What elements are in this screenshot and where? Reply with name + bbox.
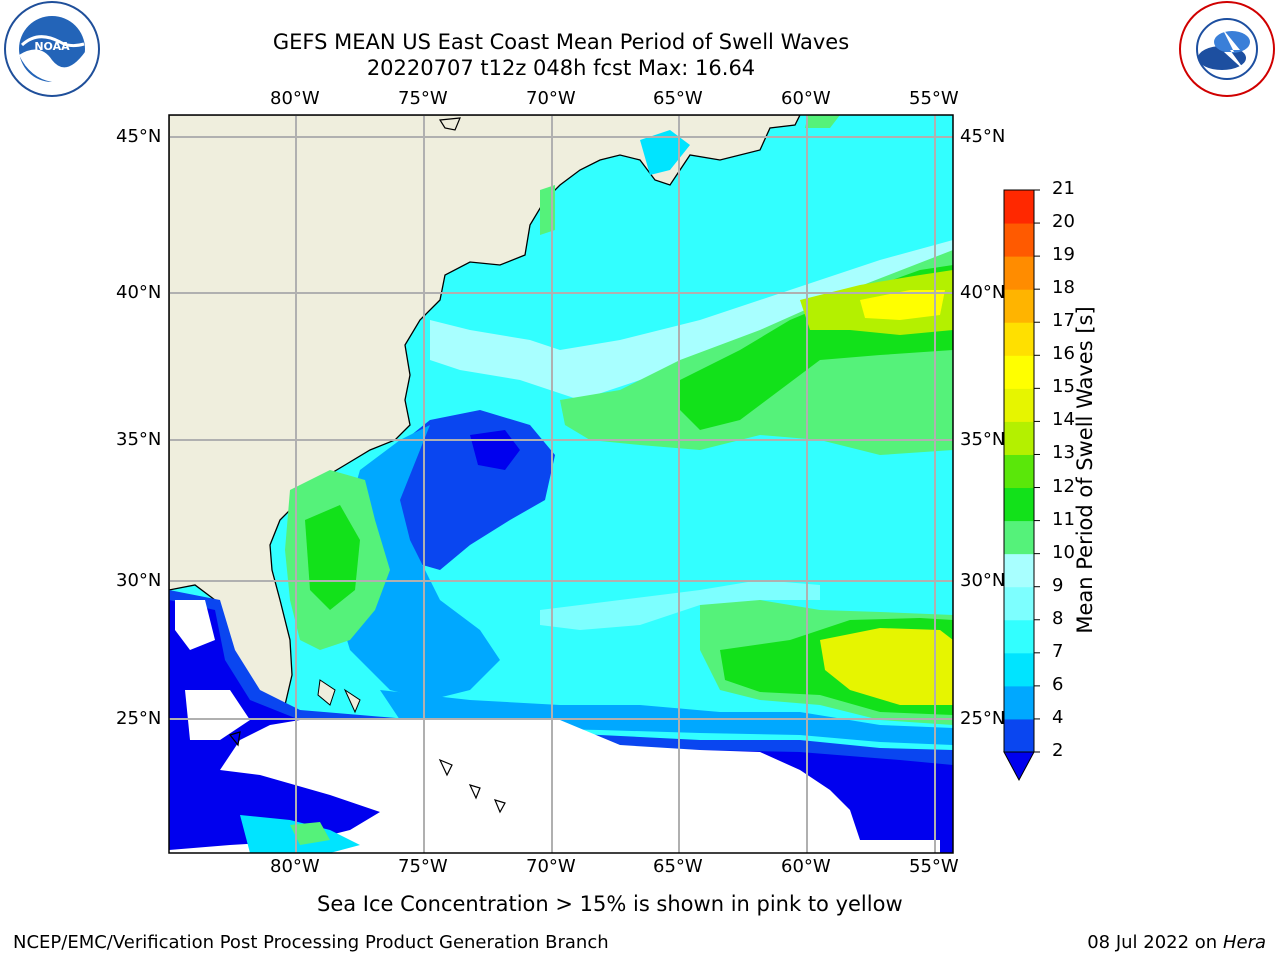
sea-ice-note: Sea Ice Concentration > 15% is shown in … <box>317 892 903 916</box>
noaa-logo-text: NOAA <box>34 40 70 53</box>
lon-tick-top-5: 60°W <box>781 88 831 109</box>
lon-tick-bottom-5: 60°W <box>781 856 831 877</box>
lon-tick-bottom-1: 80°W <box>270 856 320 877</box>
colorbar-segment <box>1004 487 1034 522</box>
lat-tick-left-1: 45°N <box>116 126 162 147</box>
colorbar-tick-label: 18 <box>1052 277 1075 299</box>
field-green-cuba-south <box>290 822 330 845</box>
colorbar-tick-label: 11 <box>1052 508 1075 530</box>
colorbar-title: Mean Period of Swell Waves [s] <box>1073 306 1097 634</box>
graticule <box>169 115 953 853</box>
colorbar-tick-label: 4 <box>1052 706 1064 728</box>
footer-date: 08 Jul 2022 on Hera <box>1087 932 1266 953</box>
colorbar-segment <box>1004 355 1034 389</box>
lon-tick-bottom-2: 75°W <box>398 856 448 877</box>
colorbar-segment <box>1004 256 1034 290</box>
colorbar-tick-label: 12 <box>1052 475 1075 497</box>
colorbar-segment <box>1004 553 1034 588</box>
lon-tick-bottom-4: 65°W <box>653 856 703 877</box>
lon-tick-top-6: 55°W <box>909 88 959 109</box>
lat-tick-right-1: 45°N <box>960 126 1006 147</box>
colorbar-segment <box>1004 685 1034 720</box>
field-cyan-northern-gulf <box>640 130 690 175</box>
colorbar-tick-label: 6 <box>1052 673 1064 695</box>
lat-tick-right-2: 40°N <box>960 282 1006 303</box>
lat-tick-right-3: 35°N <box>960 429 1006 450</box>
colorbar-tick-label: 20 <box>1052 211 1075 233</box>
colorbar-frame <box>1003 189 1035 753</box>
colorbar-segment <box>1004 223 1034 257</box>
lon-tick-top-2: 75°W <box>398 88 448 109</box>
lat-tick-left-5: 25°N <box>116 708 162 729</box>
field-green-florida-inner <box>305 505 360 610</box>
title-line-1: GEFS MEAN US East Coast Mean Period of S… <box>272 30 850 54</box>
lon-tick-top-4: 65°W <box>653 88 703 109</box>
colorbar-tick-label: 15 <box>1052 376 1075 398</box>
colorbar-segment <box>1004 190 1034 224</box>
lon-tick-bottom-3: 70°W <box>526 856 576 877</box>
colorbar-segment <box>1004 421 1034 455</box>
lat-tick-left-2: 40°N <box>116 282 162 303</box>
colorbar-tick-label: 2 <box>1052 740 1064 761</box>
field-blue-southern-band <box>380 690 953 745</box>
lat-tick-right-5: 25°N <box>960 708 1006 729</box>
colorbar-segment <box>1004 388 1034 422</box>
lon-tick-bottom-6: 55°W <box>909 856 959 877</box>
colorbar-extend-arrow <box>1003 751 1035 782</box>
map-frame <box>168 114 954 854</box>
colorbar-tick-label: 13 <box>1052 442 1075 464</box>
lat-tick-left-3: 35°N <box>116 429 162 450</box>
colorbar-segment <box>1004 652 1034 687</box>
colorbar-tick-label: 9 <box>1052 574 1064 596</box>
field-yellow-southeast <box>820 628 953 705</box>
colorbar-segment <box>1004 520 1034 555</box>
no-data-area <box>169 600 940 853</box>
colorbar-segment <box>1004 619 1034 654</box>
colorbar-tick-label: 10 <box>1052 541 1075 563</box>
footer-branch: NCEP/EMC/Verification Post Processing Pr… <box>13 932 609 953</box>
lat-tick-right-4: 30°N <box>960 570 1006 591</box>
colorbar-segment <box>1004 289 1034 323</box>
lon-tick-top-3: 70°W <box>526 88 576 109</box>
field-green-maine-coast <box>540 115 840 235</box>
footer-host: Hera <box>1222 932 1266 953</box>
field-blue-gulfstream-coast <box>335 425 500 700</box>
lat-tick-left-4: 30°N <box>116 570 162 591</box>
colorbar-segment <box>1004 586 1034 621</box>
colorbar-segment <box>1004 454 1034 489</box>
colorbar-segment <box>1004 718 1034 753</box>
colorbar-tick-label: 8 <box>1052 607 1064 629</box>
footer-date-text: 08 Jul 2022 on <box>1087 932 1223 953</box>
colorbar-segment <box>1004 322 1034 356</box>
colorbar-tick-label: 17 <box>1052 310 1075 332</box>
colorbar-tick-label: 14 <box>1052 409 1075 431</box>
field-light-cyan-shelf <box>430 240 953 400</box>
colorbar-tick-label: 19 <box>1052 244 1075 266</box>
colorbar-tick-label: 16 <box>1052 343 1075 365</box>
lon-tick-top-1: 80°W <box>270 88 320 109</box>
colorbar-tick-label: 7 <box>1052 640 1064 662</box>
title-line-2: 20220707 t12z 048h fcst Max: 16.64 <box>366 56 756 80</box>
colorbar-tick-label: 21 <box>1052 178 1075 199</box>
field-yellow-northeast-core <box>860 290 945 320</box>
